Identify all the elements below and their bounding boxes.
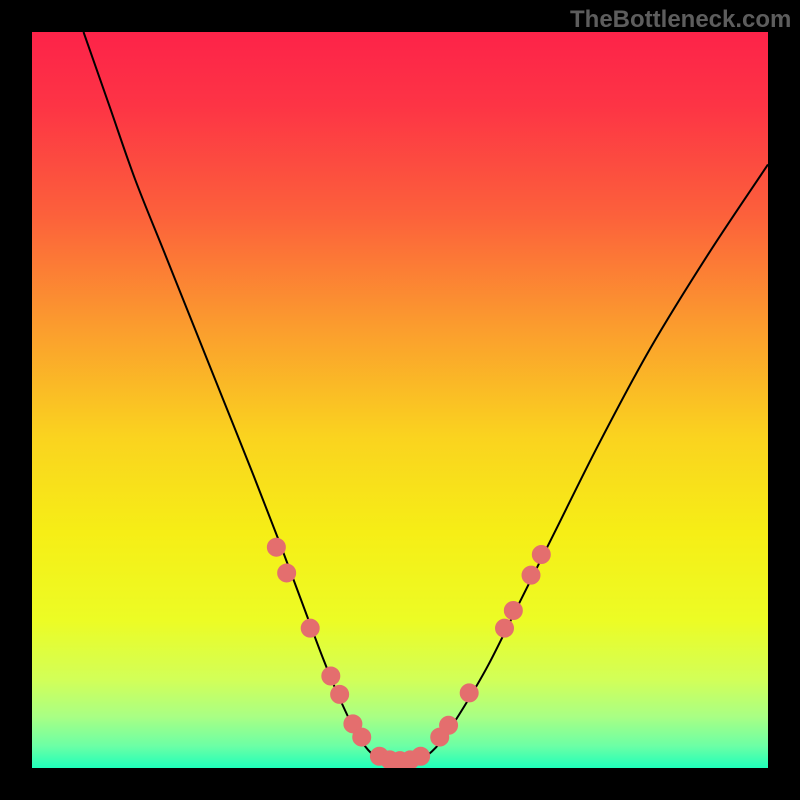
chart-container: TheBottleneck.com bbox=[0, 0, 800, 800]
marker-dot bbox=[460, 684, 478, 702]
plot-area bbox=[32, 32, 768, 768]
marker-dot bbox=[322, 667, 340, 685]
marker-dot bbox=[412, 747, 430, 765]
gradient-background bbox=[32, 32, 768, 768]
marker-dot bbox=[353, 728, 371, 746]
marker-dot bbox=[532, 546, 550, 564]
plot-svg bbox=[32, 32, 768, 768]
marker-dot bbox=[278, 564, 296, 582]
marker-dot bbox=[267, 538, 285, 556]
marker-dot bbox=[301, 619, 319, 637]
marker-dot bbox=[440, 716, 458, 734]
marker-dot bbox=[522, 566, 540, 584]
marker-dot bbox=[504, 601, 522, 619]
marker-dot bbox=[496, 619, 514, 637]
marker-dot bbox=[331, 685, 349, 703]
watermark-text: TheBottleneck.com bbox=[570, 6, 791, 34]
